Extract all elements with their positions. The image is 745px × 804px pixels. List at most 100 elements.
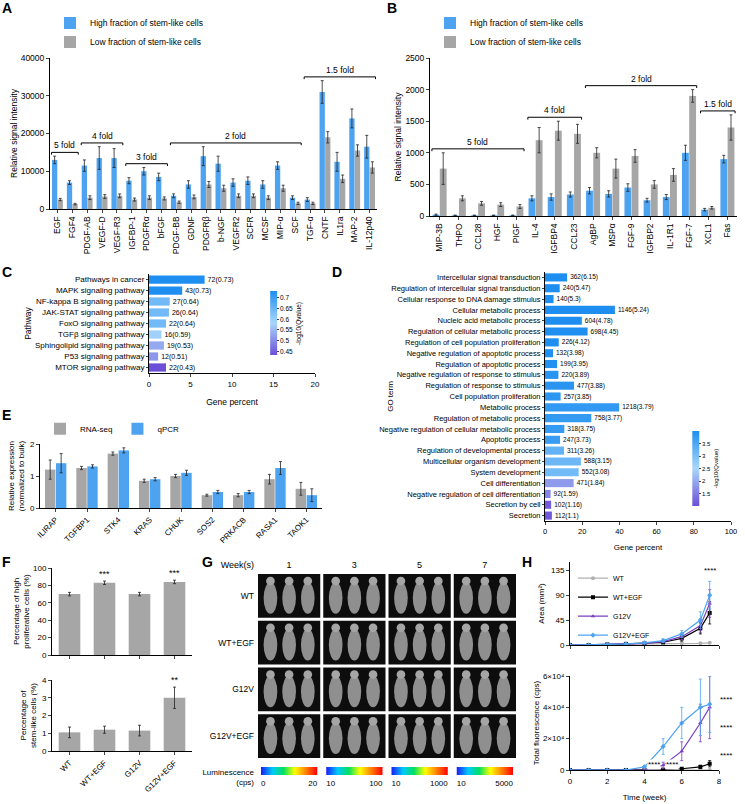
svg-text:MIP-3B: MIP-3B (434, 223, 444, 252)
svg-text:Nucleic acid metabolic process: Nucleic acid metabolic process (438, 316, 541, 325)
svg-text:IGFBP4: IGFBP4 (549, 223, 559, 254)
svg-text:8: 8 (717, 777, 722, 786)
svg-text:22(0.43): 22(0.43) (169, 364, 195, 372)
svg-text:WT: WT (613, 575, 625, 582)
svg-text:THPO: THPO (454, 223, 464, 247)
svg-text:FGF-9: FGF-9 (626, 223, 636, 248)
svg-text:604(4.78): 604(4.78) (585, 317, 613, 325)
svg-text:Cellular metabolic process: Cellular metabolic process (453, 306, 541, 315)
svg-text:12(0.51): 12(0.51) (161, 353, 187, 361)
svg-text:bFGF: bFGF (156, 216, 166, 238)
svg-text:TGF-α: TGF-α (305, 216, 315, 241)
svg-text:****: **** (666, 760, 678, 769)
svg-text:TGFBP1: TGFBP1 (63, 515, 92, 544)
svg-text:Low fraction of stem-like cell: Low fraction of stem-like cells (470, 37, 581, 47)
svg-text:0: 0 (568, 777, 573, 786)
svg-text:PDGFRβ: PDGFRβ (201, 216, 211, 251)
svg-text:MAP-2: MAP-2 (349, 216, 359, 242)
svg-text:IGFBP2: IGFBP2 (645, 223, 655, 254)
svg-text:0: 0 (560, 641, 565, 650)
svg-text:10: 10 (457, 779, 466, 788)
svg-text:0: 0 (261, 779, 266, 788)
svg-text:0.7: 0.7 (280, 294, 289, 301)
svg-text:758(3.77): 758(3.77) (594, 414, 622, 422)
svg-text:10: 10 (392, 779, 401, 788)
svg-text:4: 4 (642, 777, 647, 786)
svg-text:4 fold: 4 fold (92, 131, 113, 141)
svg-text:MTOR signaling pathway: MTOR signaling pathway (55, 363, 144, 372)
svg-text:588(3.15): 588(3.15) (584, 457, 612, 465)
svg-text:3.5: 3.5 (702, 441, 711, 447)
svg-text:5 fold: 5 fold (467, 137, 488, 147)
svg-text:5 fold: 5 fold (54, 140, 75, 150)
svg-text:1000: 1000 (430, 779, 448, 788)
svg-text:0.65: 0.65 (280, 305, 293, 312)
svg-text:VEGF-R3: VEGF-R3 (112, 216, 122, 253)
svg-text:20: 20 (311, 380, 320, 389)
svg-text:15: 15 (269, 380, 278, 389)
svg-text:G12V: G12V (123, 758, 144, 779)
svg-text:27(0.64): 27(0.64) (173, 298, 199, 306)
svg-text:****: **** (648, 760, 660, 769)
svg-text:Regulation of cellular metabol: Regulation of cellular metabolic process (408, 327, 541, 336)
svg-text:***: *** (99, 569, 110, 579)
svg-text:G12V+EGF: G12V+EGF (143, 758, 179, 794)
svg-text:90: 90 (555, 591, 564, 600)
svg-text:2×10⁴: 2×10⁴ (543, 734, 565, 743)
svg-text:****: **** (720, 723, 732, 732)
svg-text:20000: 20000 (21, 128, 45, 138)
svg-text:40: 40 (615, 527, 623, 536)
svg-text:1: 1 (30, 472, 35, 481)
svg-text:1.5: 1.5 (702, 491, 711, 497)
svg-text:Cellular response to DNA damag: Cellular response to DNA damage stimulus (398, 295, 541, 304)
svg-text:20: 20 (308, 779, 317, 788)
svg-text:3: 3 (42, 694, 47, 703)
svg-text:IL1ra: IL1ra (335, 216, 345, 236)
svg-text:-log10(Qvalue): -log10(Qvalue) (713, 449, 719, 489)
svg-text:b-NGF: b-NGF (216, 216, 226, 242)
svg-text:WT+EGF: WT+EGF (613, 594, 642, 601)
svg-text:Relative expression(normalized: Relative expression(normalized to bulk) (7, 441, 26, 512)
svg-text:Regulation of response to stim: Regulation of response to stimulus (425, 381, 540, 390)
svg-text:RNA-seq: RNA-seq (80, 425, 112, 434)
svg-text:0: 0 (42, 747, 47, 756)
svg-text:140(5.3): 140(5.3) (557, 295, 581, 303)
svg-text:GDNF: GDNF (186, 216, 196, 240)
svg-text:FGF-7: FGF-7 (684, 223, 694, 248)
svg-text:G12V+EGF: G12V+EGF (210, 731, 254, 741)
svg-text:P53 signaling pathway: P53 signaling pathway (64, 352, 144, 361)
svg-text:1.5 fold: 1.5 fold (704, 99, 732, 109)
svg-text:40: 40 (37, 616, 46, 625)
svg-text:SOS2: SOS2 (195, 515, 217, 537)
svg-text:135: 135 (551, 566, 565, 575)
svg-text:26(0.64): 26(0.64) (172, 309, 198, 317)
svg-text:20: 20 (578, 527, 586, 536)
svg-text:100: 100 (725, 527, 738, 536)
svg-text:2: 2 (42, 711, 47, 720)
svg-text:Negative regulation of cell di: Negative regulation of cell differentiat… (407, 490, 540, 499)
svg-text:TAOK1: TAOK1 (286, 515, 311, 540)
svg-text:6: 6 (680, 777, 685, 786)
svg-text:System development: System development (470, 468, 541, 477)
svg-text:MIP-α: MIP-α (275, 216, 285, 239)
svg-text:High fraction of stem-like cel: High fraction of stem-like cells (90, 18, 203, 28)
svg-text:WT+EGF: WT+EGF (218, 638, 254, 648)
svg-text:AgBP: AgBP (588, 223, 598, 245)
svg-text:Area (mm²): Area (mm²) (537, 583, 546, 624)
svg-text:CHUK: CHUK (163, 515, 186, 538)
svg-text:Apoptotic process: Apoptotic process (481, 435, 541, 444)
svg-text:6×10⁴: 6×10⁴ (543, 672, 565, 681)
svg-text:Fas: Fas (722, 223, 732, 237)
svg-text:362(6.15): 362(6.15) (570, 273, 598, 281)
svg-text:Week(s): Week(s) (221, 560, 254, 570)
svg-text:2500: 2500 (405, 53, 424, 63)
svg-text:2 fold: 2 fold (631, 74, 652, 84)
svg-text:G12V: G12V (613, 613, 631, 620)
svg-text:MCSF: MCSF (260, 216, 270, 240)
svg-text:45: 45 (555, 616, 564, 625)
svg-text:226(4.12): 226(4.12) (562, 338, 590, 346)
svg-text:SCF: SCF (290, 216, 300, 233)
svg-text:Regulation of metabolic proces: Regulation of metabolic process (434, 414, 541, 423)
svg-text:Sphingolipid signaling pathway: Sphingolipid signaling pathway (35, 341, 144, 350)
svg-text:****: **** (720, 695, 732, 704)
